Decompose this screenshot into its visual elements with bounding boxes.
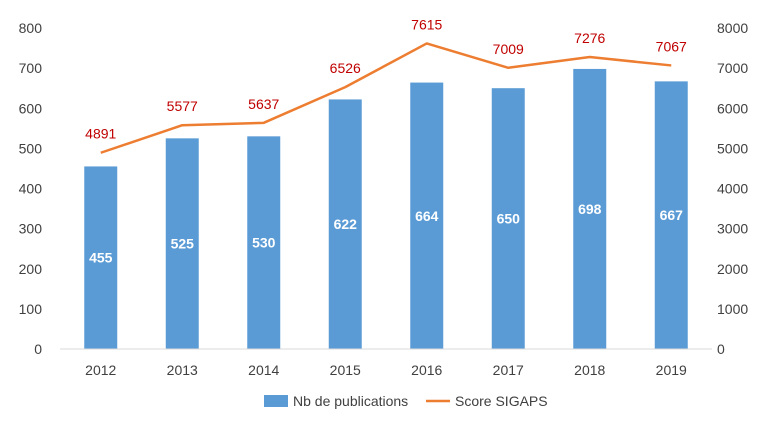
right-y-tick-label: 1000: [717, 301, 748, 317]
right-y-tick-label: 6000: [717, 100, 748, 116]
legend-label-publications: Nb de publications: [293, 393, 408, 409]
line-data-label: 7067: [656, 38, 687, 54]
left-y-axis: 0 100 200 300 400 500 600 700 800: [19, 20, 43, 357]
legend-swatch-publications: [264, 395, 288, 407]
left-y-tick-label: 700: [19, 60, 43, 76]
x-tick-label: 2019: [656, 362, 687, 378]
bar-data-label: 455: [89, 250, 113, 266]
right-y-axis: 0 1000 2000 3000 4000 5000 6000 7000 8000: [717, 20, 748, 357]
legend-label-score: Score SIGAPS: [455, 393, 548, 409]
left-y-tick-label: 500: [19, 140, 43, 156]
score-line: [100, 42, 672, 154]
line-data-label: 4891: [85, 126, 116, 142]
bar: [654, 81, 688, 350]
x-tick-label: 2017: [493, 362, 524, 378]
right-y-tick-label: 2000: [717, 261, 748, 277]
right-y-tick-label: 5000: [717, 140, 748, 156]
right-y-tick-label: 0: [717, 341, 725, 357]
legend: Nb de publications Score SIGAPS: [264, 393, 548, 409]
bar: [410, 82, 444, 349]
bar-data-label: 650: [497, 211, 521, 227]
x-axis: 2012 2013 2014 2015 2016 2017 2018 2019: [85, 362, 687, 378]
x-tick-label: 2012: [85, 362, 116, 378]
left-y-tick-label: 0: [34, 341, 42, 357]
bar: [328, 99, 362, 349]
left-y-tick-label: 600: [19, 100, 43, 116]
line-series: 4891 5577 5637 6526 7615 7009 7276 7067: [85, 16, 687, 154]
left-y-tick-label: 300: [19, 221, 43, 237]
left-y-tick-label: 100: [19, 301, 43, 317]
bar: [247, 136, 281, 349]
x-tick-label: 2013: [167, 362, 198, 378]
left-y-tick-label: 800: [19, 20, 43, 36]
right-y-tick-label: 8000: [717, 20, 748, 36]
bar-data-label: 664: [415, 208, 439, 224]
bar-series: 455 525 530 622 664 650 698 667: [84, 68, 688, 350]
bar: [84, 166, 118, 349]
right-y-tick-label: 3000: [717, 221, 748, 237]
right-y-tick-label: 7000: [717, 60, 748, 76]
line-data-label: 6526: [330, 60, 361, 76]
bar: [573, 68, 607, 350]
bar-data-label: 530: [252, 235, 276, 251]
right-y-tick-label: 4000: [717, 181, 748, 197]
bar-data-label: 622: [334, 216, 358, 232]
bar-data-label: 667: [660, 207, 684, 223]
x-tick-label: 2016: [411, 362, 442, 378]
left-y-tick-label: 400: [19, 181, 43, 197]
line-data-label: 5577: [167, 98, 198, 114]
x-tick-label: 2015: [330, 362, 361, 378]
bar: [165, 138, 199, 349]
bar-data-label: 525: [171, 236, 195, 252]
left-y-tick-label: 200: [19, 261, 43, 277]
x-tick-label: 2018: [574, 362, 605, 378]
bar: [491, 88, 525, 349]
line-data-label: 7615: [411, 16, 442, 32]
line-data-label: 5637: [248, 96, 279, 112]
x-tick-label: 2014: [248, 362, 279, 378]
line-data-label: 7276: [574, 30, 605, 46]
bar-data-label: 698: [578, 201, 602, 217]
line-data-label: 7009: [493, 41, 524, 57]
